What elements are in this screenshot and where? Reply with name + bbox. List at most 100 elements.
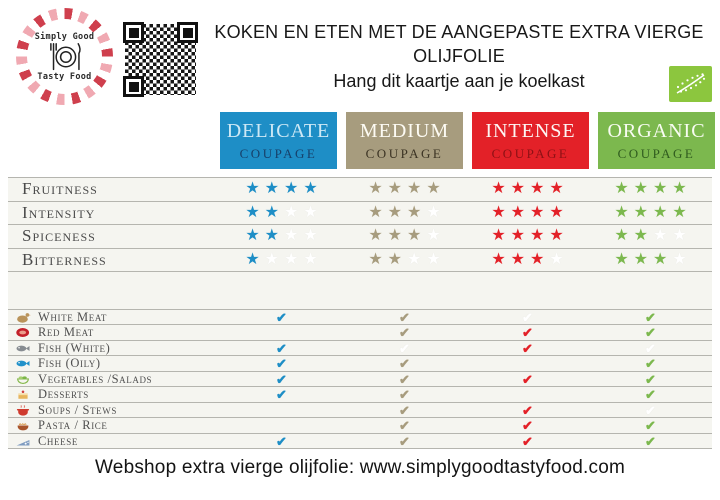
star-icon: ★ xyxy=(491,203,506,221)
star-icon: ★ xyxy=(633,203,648,221)
cheese-icon xyxy=(16,439,30,446)
star-icon: ★ xyxy=(387,227,402,245)
star-icon: ★ xyxy=(549,203,564,221)
star-icon: ★ xyxy=(530,250,545,268)
attribute-row: Spiceness ★ ★ ★ ★ ★ ★ ★ ★ ★ ★ ★ ★ ★ ★ ★ ★ xyxy=(8,225,712,249)
food-pairing-table: White Meat ✔ ✔ ✔ ✔ Red Meat ✔ ✔ ✔ Fish (… xyxy=(8,309,712,449)
star-icon: ★ xyxy=(672,180,687,198)
pasta-bowl-icon xyxy=(17,423,29,431)
check-cell: ✔ xyxy=(645,433,656,449)
check-cell: ✔ xyxy=(645,356,656,372)
check-cell: ✔ xyxy=(399,418,410,434)
check-cell: ✔ xyxy=(276,310,287,325)
check-cell: ✔ xyxy=(399,433,410,449)
table-panel xyxy=(8,177,712,448)
star-icon: ★ xyxy=(284,227,299,245)
star-icon: ★ xyxy=(614,250,629,268)
star-rating: ★ ★ ★ ★ xyxy=(343,228,466,244)
star-rating: ★ ★ ★ ★ xyxy=(343,203,466,221)
star-icon: ★ xyxy=(491,180,506,198)
column-name: INTENSE xyxy=(485,120,576,142)
check-cell: ✔ xyxy=(399,310,410,325)
column-header-organic: ORGANIC COUPAGE xyxy=(598,112,715,169)
attribute-label: Intensity xyxy=(22,202,96,222)
star-icon: ★ xyxy=(245,227,260,245)
star-icon: ★ xyxy=(653,203,668,221)
food-row: Fish (White) ✔ ✔ ✔ ✔ xyxy=(8,340,712,357)
check-cell: ✔ xyxy=(276,387,287,403)
brand-logo: Simply Good Tasty Food xyxy=(16,8,113,105)
check-cell: ✔ xyxy=(645,387,656,403)
page-title-line2: OLIJFOLIE xyxy=(413,46,505,66)
star-icon: ★ xyxy=(407,180,422,198)
check-cell: ✔ xyxy=(645,340,656,356)
star-rating: ★ ★ ★ ★ xyxy=(466,181,589,197)
star-icon: ★ xyxy=(426,180,441,198)
food-label: Pasta / Rice xyxy=(38,418,108,433)
attribute-table: Fruitness ★ ★ ★ ★ ★ ★ ★ ★ ★ ★ ★ ★ ★ ★ ★ ★ Intensity … xyxy=(8,177,712,272)
star-icon: ★ xyxy=(264,180,279,198)
brand-name-top: Simply Good xyxy=(34,31,95,42)
star-icon: ★ xyxy=(264,203,279,221)
column-header-medium: MEDIUM COUPAGE xyxy=(346,112,463,169)
column-header-intense: INTENSE COUPAGE xyxy=(472,112,589,169)
check-cell: ✔ xyxy=(645,418,656,434)
check-cell: ✔ xyxy=(645,325,656,341)
star-icon: ★ xyxy=(245,203,260,221)
attribute-row: Bitterness ★ ★ ★ ★ ★ ★ ★ ★ ★ ★ ★ ★ ★ ★ ★ ★ xyxy=(8,249,712,272)
star-icon: ★ xyxy=(549,227,564,245)
star-icon: ★ xyxy=(491,227,506,245)
star-rating: ★ ★ ★ ★ xyxy=(589,250,712,268)
star-icon: ★ xyxy=(653,250,668,268)
star-icon: ★ xyxy=(368,180,383,198)
check-cell: ✔ xyxy=(522,402,533,418)
food-row: White Meat ✔ ✔ ✔ ✔ xyxy=(8,310,712,326)
page-title-line1: KOKEN EN ETEN MET DE AANGEPASTE EXTRA VI… xyxy=(214,22,704,42)
column-subtitle: COUPAGE xyxy=(365,146,444,161)
food-label: Cheese xyxy=(38,433,78,448)
star-icon: ★ xyxy=(303,227,318,245)
column-name: MEDIUM xyxy=(359,120,450,142)
white-fish-icon xyxy=(16,345,30,352)
check-cell: ✔ xyxy=(522,371,533,387)
check-cell: ✔ xyxy=(645,310,656,325)
star-icon: ★ xyxy=(264,227,279,245)
star-icon: ★ xyxy=(530,227,545,245)
check-cell: ✔ xyxy=(399,387,410,403)
star-icon: ★ xyxy=(303,250,318,268)
soup-pot-icon xyxy=(16,404,30,416)
star-icon: ★ xyxy=(530,180,545,198)
star-icon: ★ xyxy=(264,250,279,268)
column-header-delicate: DELICATE COUPAGE xyxy=(220,112,337,169)
food-row: Red Meat ✔ ✔ ✔ xyxy=(8,325,712,341)
check-cell: ✔ xyxy=(276,371,287,387)
star-icon: ★ xyxy=(614,203,629,221)
food-label: Desserts xyxy=(38,387,89,402)
star-icon: ★ xyxy=(284,203,299,221)
check-cell: ✔ xyxy=(399,356,410,372)
star-icon: ★ xyxy=(368,227,383,245)
star-icon: ★ xyxy=(368,250,383,268)
star-icon: ★ xyxy=(614,180,629,198)
star-rating: ★ ★ ★ ★ xyxy=(589,181,712,197)
check-cell: ✔ xyxy=(522,325,533,341)
star-rating: ★ ★ ★ ★ xyxy=(343,250,466,268)
qr-finder-icon xyxy=(177,22,198,43)
star-rating: ★ ★ ★ ★ xyxy=(589,203,712,221)
food-row: Pasta / Rice ✔ ✔ ✔ xyxy=(8,418,712,434)
brand-name-bottom: Tasty Food xyxy=(37,71,92,82)
star-rating: ★ ★ ★ ★ xyxy=(220,228,343,244)
food-row: Cheese ✔ ✔ ✔ ✔ xyxy=(8,434,712,449)
star-icon: ★ xyxy=(387,250,402,268)
webshop-link[interactable]: Webshop extra vierge olijfolie: www.simp… xyxy=(95,457,625,478)
star-icon: ★ xyxy=(549,180,564,198)
star-rating: ★ ★ ★ ★ xyxy=(466,228,589,244)
star-icon: ★ xyxy=(426,227,441,245)
star-icon: ★ xyxy=(426,203,441,221)
check-cell: ✔ xyxy=(276,356,287,372)
check-cell: ✔ xyxy=(399,340,410,356)
check-cell: ✔ xyxy=(645,371,656,387)
star-icon: ★ xyxy=(245,180,260,198)
food-label: Fish (White) xyxy=(38,340,111,355)
check-cell: ✔ xyxy=(276,433,287,449)
